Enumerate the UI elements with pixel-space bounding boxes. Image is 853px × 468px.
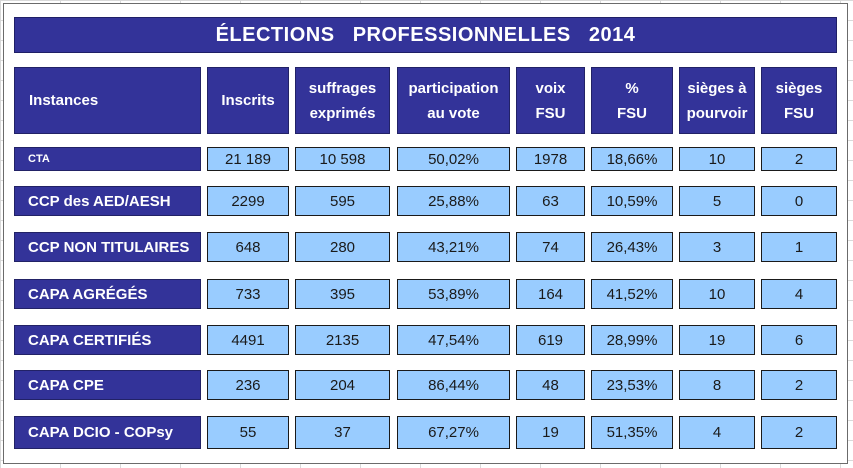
header-inscrits: Inscrits [207,67,289,134]
row-label: CTA [14,147,201,171]
table-cell-participation: 53,89% [397,279,510,309]
table-cell-sieges-fsu: 0 [761,186,837,216]
table-cell-suffrages: 37 [295,416,390,449]
table-cell-suffrages: 395 [295,279,390,309]
table-cell-participation: 43,21% [397,232,510,262]
table-cell-voix: 63 [516,186,585,216]
table-cell-voix: 1978 [516,147,585,171]
row-label: CAPA CERTIFIÉS [14,325,201,355]
table-cell-voix: 48 [516,370,585,400]
table-cell-suffrages: 10 598 [295,147,390,171]
header-sieges-fsu: sièges FSU [761,67,837,134]
header-instances: Instances [14,67,201,134]
row-label: CAPA CPE [14,370,201,400]
table-cell-sieges-pourvoir: 10 [679,279,755,309]
table-cell-inscrits: 733 [207,279,289,309]
table-cell-sieges-fsu: 2 [761,416,837,449]
table-cell-inscrits: 4491 [207,325,289,355]
row-label: CCP des AED/AESH [14,186,201,216]
table-cell-pct: 10,59% [591,186,673,216]
header-suffrages: suffrages exprimés [295,67,390,134]
table-cell-participation: 47,54% [397,325,510,355]
table-cell-sieges-pourvoir: 8 [679,370,755,400]
row-label: CCP NON TITULAIRES [14,232,201,262]
table-cell-suffrages: 595 [295,186,390,216]
table-cell-pct: 41,52% [591,279,673,309]
table-cell-suffrages: 2135 [295,325,390,355]
table-cell-sieges-pourvoir: 5 [679,186,755,216]
table-cell-pct: 28,99% [591,325,673,355]
table-cell-pct: 23,53% [591,370,673,400]
table-cell-pct: 26,43% [591,232,673,262]
table-cell-inscrits: 648 [207,232,289,262]
header-voix: voix FSU [516,67,585,134]
table-cell-voix: 619 [516,325,585,355]
table-cell-participation: 67,27% [397,416,510,449]
header-pct: % FSU [591,67,673,134]
table-cell-sieges-pourvoir: 4 [679,416,755,449]
row-label: CAPA AGRÉGÉS [14,279,201,309]
table-cell-voix: 19 [516,416,585,449]
table-cell-voix: 74 [516,232,585,262]
table-cell-inscrits: 55 [207,416,289,449]
table-cell-participation: 50,02% [397,147,510,171]
header-participation: participation au vote [397,67,510,134]
table-cell-sieges-fsu: 1 [761,232,837,262]
table-cell-suffrages: 204 [295,370,390,400]
header-sieges-pourvoir: sièges à pourvoir [679,67,755,134]
table-cell-pct: 51,35% [591,416,673,449]
table-cell-pct: 18,66% [591,147,673,171]
row-label: CAPA DCIO - COPsy [14,416,201,449]
table-cell-inscrits: 21 189 [207,147,289,171]
table-title: ÉLECTIONS PROFESSIONNELLES 2014 [14,17,837,53]
table-cell-sieges-fsu: 6 [761,325,837,355]
table-cell-voix: 164 [516,279,585,309]
table-cell-sieges-pourvoir: 3 [679,232,755,262]
table-cell-suffrages: 280 [295,232,390,262]
table-cell-sieges-pourvoir: 10 [679,147,755,171]
table-cell-participation: 86,44% [397,370,510,400]
table-cell-inscrits: 2299 [207,186,289,216]
table-cell-participation: 25,88% [397,186,510,216]
table-cell-sieges-pourvoir: 19 [679,325,755,355]
table-cell-sieges-fsu: 2 [761,370,837,400]
table-cell-inscrits: 236 [207,370,289,400]
table-cell-sieges-fsu: 2 [761,147,837,171]
table-cell-sieges-fsu: 4 [761,279,837,309]
